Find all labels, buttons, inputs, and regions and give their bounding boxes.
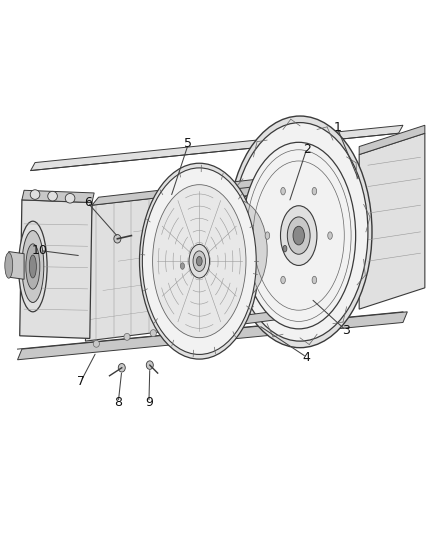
Polygon shape [169, 312, 276, 333]
Ellipse shape [65, 193, 75, 203]
Text: 9: 9 [145, 396, 153, 409]
Ellipse shape [93, 341, 99, 348]
Text: 8: 8 [114, 396, 122, 409]
Polygon shape [31, 125, 403, 171]
Polygon shape [359, 125, 425, 155]
Ellipse shape [114, 235, 121, 243]
Text: 5: 5 [184, 138, 192, 150]
Ellipse shape [207, 322, 213, 328]
Ellipse shape [180, 263, 184, 269]
Ellipse shape [124, 334, 130, 340]
Text: 4: 4 [303, 351, 311, 364]
Ellipse shape [206, 200, 267, 301]
Ellipse shape [281, 276, 285, 284]
Ellipse shape [312, 276, 317, 284]
Polygon shape [359, 133, 425, 309]
Ellipse shape [139, 163, 259, 359]
Ellipse shape [196, 256, 202, 266]
Ellipse shape [146, 361, 153, 369]
Text: 10: 10 [32, 244, 47, 257]
Polygon shape [85, 187, 256, 341]
Ellipse shape [280, 206, 317, 265]
Ellipse shape [30, 190, 40, 199]
Ellipse shape [293, 226, 304, 245]
Polygon shape [18, 312, 407, 360]
Text: 1: 1 [333, 122, 341, 134]
Ellipse shape [228, 116, 372, 348]
Ellipse shape [18, 221, 47, 312]
Ellipse shape [202, 195, 271, 306]
Ellipse shape [242, 142, 356, 329]
Text: 7: 7 [77, 375, 85, 387]
Ellipse shape [26, 244, 40, 289]
Ellipse shape [265, 232, 270, 239]
Ellipse shape [152, 185, 246, 338]
Polygon shape [9, 252, 24, 279]
Text: 2: 2 [303, 143, 311, 156]
Text: 3: 3 [342, 324, 350, 337]
Ellipse shape [281, 188, 285, 195]
Ellipse shape [118, 364, 125, 372]
Ellipse shape [287, 217, 310, 254]
Ellipse shape [179, 326, 185, 333]
Ellipse shape [312, 188, 317, 195]
Ellipse shape [5, 253, 13, 278]
Ellipse shape [232, 123, 368, 341]
Ellipse shape [283, 245, 287, 252]
Ellipse shape [189, 244, 209, 278]
Ellipse shape [328, 232, 332, 239]
Ellipse shape [193, 251, 205, 271]
Ellipse shape [142, 168, 256, 354]
Polygon shape [20, 200, 92, 338]
Ellipse shape [22, 230, 44, 303]
Ellipse shape [150, 329, 156, 337]
Polygon shape [169, 181, 276, 205]
Polygon shape [92, 179, 263, 205]
Text: 6: 6 [84, 196, 92, 209]
Ellipse shape [48, 191, 57, 201]
Ellipse shape [29, 255, 36, 278]
Polygon shape [22, 190, 94, 203]
